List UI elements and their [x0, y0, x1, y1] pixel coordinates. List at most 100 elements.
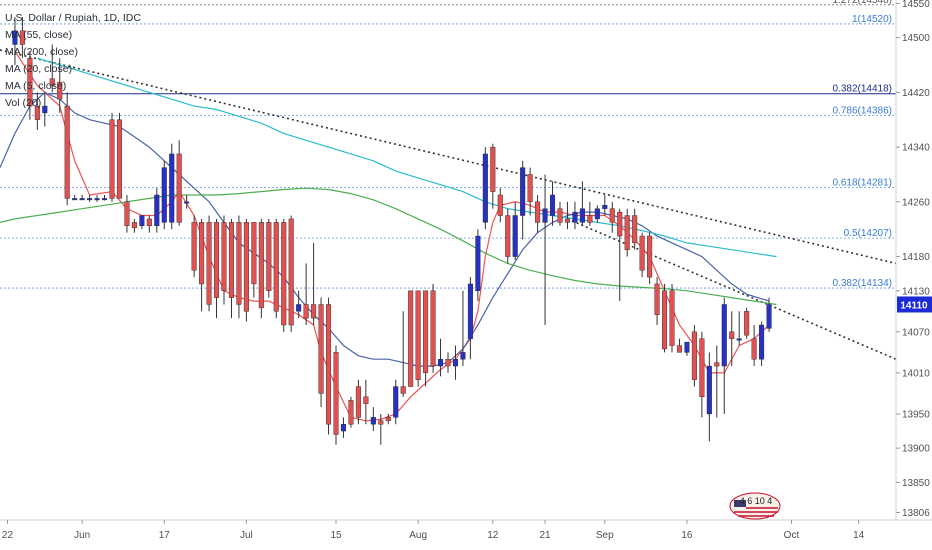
- candle: [482, 147, 488, 230]
- candle: [691, 325, 697, 387]
- candle: [497, 188, 503, 223]
- ma-line: [0, 187, 777, 306]
- candle-body: [400, 386, 406, 394]
- candle-body: [191, 222, 197, 271]
- candle: [266, 218, 272, 298]
- candle: [139, 215, 145, 230]
- time-tick-label: 14: [853, 530, 865, 541]
- candle: [206, 215, 212, 312]
- last-price-label: 14110: [900, 300, 928, 311]
- candle-body: [303, 304, 309, 319]
- legend[interactable]: U.S. Dollar / Rupiah, 1D, IDC MA (55, cl…: [5, 12, 141, 109]
- candle: [572, 201, 578, 230]
- candle-body: [169, 153, 175, 223]
- price-tick-label: 14180: [902, 252, 930, 263]
- candle-body: [662, 290, 668, 350]
- candle-body: [490, 146, 496, 192]
- candle-body: [587, 215, 593, 223]
- candle: [191, 215, 197, 278]
- candle-body: [751, 338, 757, 360]
- candle: [214, 218, 220, 319]
- candle-body: [27, 57, 33, 107]
- candle: [57, 58, 63, 113]
- candle-body: [296, 304, 302, 312]
- candle: [579, 181, 585, 226]
- candle-body: [579, 208, 585, 223]
- watermark-text: 4 6 10 4: [740, 496, 773, 506]
- candle-body: [131, 222, 137, 229]
- candle-body: [340, 424, 346, 432]
- candle-body: [146, 218, 152, 226]
- candle: [64, 92, 70, 206]
- candle-body: [706, 365, 712, 415]
- candle: [624, 208, 630, 257]
- candle-body: [161, 167, 167, 223]
- candle-body: [617, 211, 623, 237]
- candle-body: [654, 283, 660, 315]
- candle-body: [550, 194, 556, 216]
- fib-level-label: 1(14520): [852, 14, 892, 25]
- fib-level-label: 0.382(14418): [833, 84, 893, 95]
- candle-body: [378, 420, 384, 425]
- candle-body: [594, 208, 600, 220]
- candle-body: [176, 153, 182, 223]
- candle-body: [542, 208, 548, 223]
- candle-body: [736, 338, 742, 341]
- time-axis[interactable]: 22 Jun 17 Jul 15 Aug 12 21 Sep 16 Oct 14: [2, 520, 865, 541]
- candle: [617, 208, 623, 302]
- candle-body: [684, 341, 690, 353]
- candle-body: [251, 222, 257, 285]
- candle-body: [602, 205, 608, 209]
- candle-body: [258, 222, 264, 309]
- candle: [385, 413, 391, 425]
- price-tick-label: 13850: [902, 478, 930, 489]
- candle: [460, 290, 466, 367]
- candle: [639, 232, 645, 278]
- candle: [318, 297, 324, 408]
- candle: [542, 174, 548, 325]
- fib-levels: 1.272(14548) 1(14520) 0.382(14418) 0.786(14…: [0, 0, 896, 289]
- candle: [654, 277, 660, 325]
- candle-body: [184, 201, 190, 204]
- candle-body: [647, 235, 653, 278]
- candle: [124, 195, 130, 233]
- candle: [184, 195, 190, 209]
- price-tick-label: 14130: [902, 286, 930, 297]
- indicator-ma55-label[interactable]: MA (55, close): [5, 29, 72, 41]
- candle-body: [482, 153, 488, 223]
- indicator-ma200-label[interactable]: MA (200, close): [5, 46, 78, 58]
- price-tick-label: 13806: [902, 508, 930, 519]
- candle: [669, 283, 675, 353]
- candle-body: [714, 362, 720, 367]
- candle-body: [116, 119, 122, 199]
- candle-body: [721, 304, 727, 367]
- price-axis[interactable]: 13806 13850 13900 13950 14010 14070 14130 14180…: [896, 0, 930, 519]
- candle-body: [527, 174, 533, 203]
- candle-body: [288, 218, 294, 326]
- candle-body: [363, 396, 369, 404]
- candle-body: [415, 290, 421, 380]
- candle-body: [467, 283, 473, 339]
- candle: [527, 167, 533, 216]
- candle-body: [154, 194, 160, 226]
- indicator-ma20-label[interactable]: MA (20, close): [5, 63, 72, 75]
- price-tick-label: 14260: [902, 197, 930, 208]
- candle: [602, 195, 608, 216]
- candle: [273, 218, 279, 319]
- candle: [490, 143, 496, 209]
- indicator-ma5-label[interactable]: MA (5, close): [5, 80, 66, 92]
- candle-body: [355, 386, 361, 418]
- candle: [340, 417, 346, 438]
- candle-body: [766, 304, 772, 329]
- candle: [199, 218, 205, 312]
- candle: [288, 215, 294, 332]
- candle-body: [460, 352, 466, 360]
- indicator-volume-label[interactable]: Vol (20): [5, 97, 41, 109]
- price-tick-label: 14340: [902, 143, 930, 154]
- candle: [348, 396, 354, 428]
- time-tick-label: 15: [330, 530, 342, 541]
- candle: [647, 232, 653, 284]
- candle: [430, 283, 436, 373]
- candle: [438, 338, 444, 377]
